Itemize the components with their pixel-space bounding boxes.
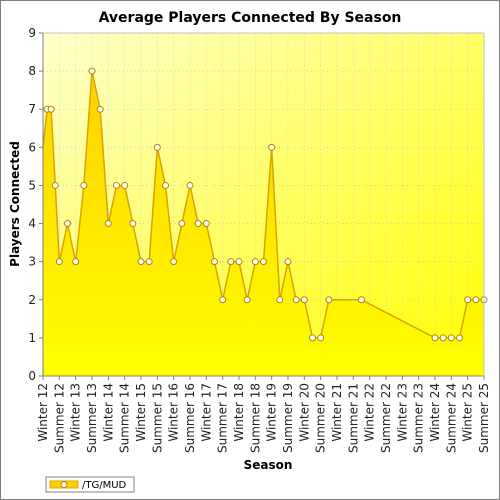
data-point [211, 258, 218, 266]
data-point [227, 258, 235, 266]
x-tick-label: Summer 12 [52, 383, 66, 453]
x-tick-label: Winter 24 [428, 383, 442, 442]
x-tick-label: Summer 13 [85, 383, 99, 453]
y-tick-labels: 0 1 2 3 4 5 6 7 8 9 [28, 26, 36, 383]
data-point [358, 296, 365, 304]
x-tick-label: Summer 22 [379, 383, 393, 453]
data-point [300, 296, 308, 304]
x-tick-labels: Winter 12 Summer 12 Winter 13 Summer 13 Wint… [36, 383, 491, 453]
data-point [145, 258, 153, 266]
x-tick-label: Winter 12 [36, 383, 50, 442]
data-point [186, 181, 194, 189]
y-tick-label: 8 [28, 64, 36, 78]
x-tick-label: Summer 25 [477, 383, 491, 453]
x-tick-label: Winter 23 [395, 383, 409, 442]
data-point [113, 181, 120, 189]
data-point [260, 258, 267, 266]
data-point [464, 296, 472, 304]
x-tick-label: Winter 22 [363, 383, 377, 442]
data-point [268, 143, 276, 151]
data-point [137, 258, 145, 266]
x-tick-label: Summer 15 [150, 383, 164, 453]
data-point [129, 220, 137, 228]
data-point [284, 258, 292, 266]
data-point [80, 181, 88, 189]
x-tick-label: Summer 17 [216, 383, 230, 453]
x-tick-label: Summer 19 [281, 383, 295, 453]
axes [39, 32, 485, 380]
data-point [47, 105, 55, 113]
x-tick-label: Winter 13 [69, 383, 83, 442]
x-tick-label: Summer 14 [118, 383, 132, 453]
data-point [309, 334, 316, 342]
data-point [162, 181, 169, 189]
x-axis-title: Season [244, 458, 293, 472]
y-tick-label: 6 [28, 140, 36, 154]
data-point [170, 258, 178, 266]
y-tick-label: 2 [28, 293, 36, 307]
y-tick-label: 3 [28, 255, 36, 269]
x-tick-label: Summer 20 [314, 383, 328, 453]
data-point [447, 334, 455, 342]
x-tick-label: Winter 25 [461, 383, 475, 442]
data-point [194, 220, 202, 228]
y-tick-label: 0 [28, 369, 36, 383]
x-tick-label: Summer 23 [412, 383, 426, 453]
x-tick-label: Summer 16 [183, 383, 197, 453]
data-point [51, 181, 59, 189]
y-tick-label: 5 [28, 178, 36, 192]
data-point [276, 296, 284, 304]
data-point [431, 334, 439, 342]
data-point [202, 220, 210, 228]
data-point [96, 105, 104, 113]
y-tick-label: 4 [28, 217, 36, 231]
data-point [472, 296, 480, 304]
data-point [235, 258, 243, 266]
y-tick-label: 7 [28, 102, 36, 116]
data-point [55, 258, 63, 266]
data-point [72, 258, 80, 266]
data-point [64, 220, 71, 228]
x-tick-label: Winter 17 [199, 383, 213, 442]
data-point [88, 67, 96, 75]
x-tick-label: Summer 18 [248, 383, 262, 453]
y-axis-title: Players Connected [8, 141, 22, 267]
x-tick-label: Winter 20 [297, 383, 311, 442]
legend-label: /TG/MUD [82, 480, 127, 491]
data-point [456, 334, 463, 342]
data-point [439, 334, 447, 342]
legend-swatch-marker [60, 481, 68, 488]
x-tick-label: Summer 24 [444, 383, 458, 453]
data-point [317, 334, 325, 342]
area-series [42, 70, 484, 376]
data-markers [43, 67, 488, 342]
data-point [153, 143, 161, 151]
data-point [325, 296, 333, 304]
x-tick-label: Winter 16 [167, 383, 181, 442]
legend-swatch [49, 480, 79, 489]
x-tick-label: Winter 19 [265, 383, 279, 442]
data-point [104, 220, 112, 228]
x-tick-label: Winter 14 [101, 383, 115, 442]
data-point [219, 296, 227, 304]
x-tick-label: Winter 21 [330, 383, 344, 442]
data-point [251, 258, 259, 266]
series-line [42, 70, 484, 339]
x-tick-label: Summer 21 [346, 383, 360, 453]
legend: /TG/MUD [45, 476, 135, 493]
y-tick-label: 9 [28, 26, 36, 40]
data-point [292, 296, 300, 304]
area-fill [43, 71, 484, 376]
data-point [243, 296, 251, 304]
x-tick-label: Winter 18 [232, 383, 246, 442]
data-point [121, 181, 129, 189]
y-tick-label: 1 [28, 331, 36, 345]
chart-title: Average Players Connected By Season [99, 10, 402, 26]
x-tick-label: Winter 15 [134, 383, 148, 442]
data-point [178, 220, 186, 228]
